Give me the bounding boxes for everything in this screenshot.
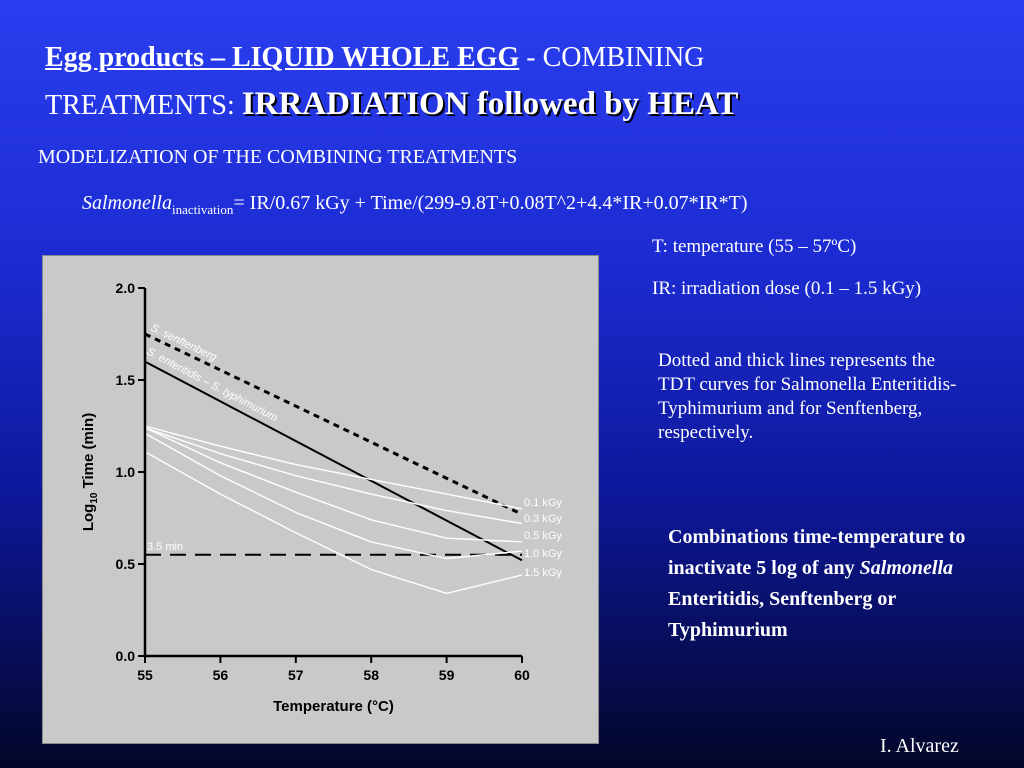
author: I. Alvarez <box>880 735 959 757</box>
label-dose: 1.0 kGy <box>524 548 562 560</box>
series-line-0-3-kgy <box>144 427 523 525</box>
y-tick-label: 1.5 <box>116 372 136 388</box>
label-dose: 0.3 kGy <box>524 513 562 525</box>
combo-part1: Combinations time-temperature to inactiv… <box>668 526 966 579</box>
formula-rest: = IR/0.67 kGy + Time/(299-9.8T+0.08T^2+4… <box>233 192 748 214</box>
series-line-s-enteritidis-s-typhimurium <box>144 360 523 562</box>
combination-text: Combinations time-temperature to inactiv… <box>668 522 968 646</box>
x-tick-label: 59 <box>439 667 455 683</box>
formula-sub: inactivation <box>172 202 234 217</box>
series-line-s-senftenberg <box>144 332 523 516</box>
title-rest: - COMBINING <box>519 42 705 73</box>
label-dose: 1.5 kGy <box>524 567 562 579</box>
series-line-0-1-kgy <box>144 425 523 510</box>
combo-part2: Enteritidis, Senftenberg or Typhimurium <box>668 588 896 641</box>
label-dose: 0.1 kGy <box>524 497 562 509</box>
subtitle: MODELIZATION OF THE COMBINING TREATMENTS <box>38 146 518 168</box>
combo-italic: Salmonella <box>859 557 954 579</box>
x-tick-label: 55 <box>137 667 153 683</box>
x-tick-label: 57 <box>288 667 304 683</box>
y-tick-label: 2.0 <box>116 280 136 296</box>
label-dose: 0.5 kGy <box>524 530 562 542</box>
y-axis-title: Log10 Time (min) <box>80 413 100 531</box>
title-line2-bold: IRRADIATION followed by HEAT <box>241 86 739 122</box>
series-line-1-5-kgy <box>144 451 523 595</box>
series-line-1-0-kgy <box>144 432 523 560</box>
x-tick-label: 58 <box>363 667 379 683</box>
slide-title-line1: Egg products – LIQUID WHOLE EGG - COMBIN… <box>45 42 704 74</box>
y-tick-label: 0.5 <box>116 556 136 572</box>
x-tick-label: 60 <box>514 667 530 683</box>
y-tick-label: 1.0 <box>116 464 136 480</box>
tdt-chart: 55 56 57 58 59 60 0.0 0.5 1.0 1.5 2.0 Temperature (… <box>80 280 562 715</box>
x-tick-label: 56 <box>213 667 229 683</box>
y-tick-label: 0.0 <box>116 648 136 664</box>
title-underlined: Egg products – LIQUID WHOLE EGG <box>45 42 520 73</box>
series-line-0-5-kgy <box>144 427 523 543</box>
legend-temperature: T: temperature (55 – 57ºC) <box>652 236 857 257</box>
chart-panel: 55 56 57 58 59 60 0.0 0.5 1.0 1.5 2.0 Temperature (… <box>42 255 599 744</box>
legend-irradiation: IR: irradiation dose (0.1 – 1.5 kGy) <box>652 278 922 299</box>
x-axis-title: Temperature (°C) <box>273 698 394 715</box>
formula-italic: Salmonella <box>82 192 172 214</box>
slide-title-line2: TREATMENTS: IRRADIATION followed by HEAT <box>45 86 738 123</box>
title-line2-plain: TREATMENTS: <box>45 90 242 121</box>
formula: Salmonellainactivation= IR/0.67 kGy + Ti… <box>82 192 748 218</box>
label-3-5-min: 3.5 min <box>147 541 183 553</box>
note-text: Dotted and thick lines represents the TD… <box>658 350 957 443</box>
